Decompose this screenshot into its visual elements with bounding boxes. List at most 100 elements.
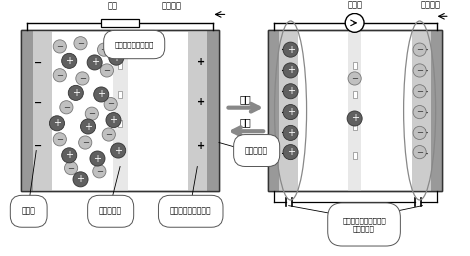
Text: −: − xyxy=(56,42,63,51)
Text: +: + xyxy=(197,57,205,67)
Circle shape xyxy=(100,64,113,77)
Text: 充电: 充电 xyxy=(240,94,252,104)
Text: +: + xyxy=(422,66,429,75)
Text: 隔膜（纸）: 隔膜（纸） xyxy=(99,207,122,216)
Text: −: − xyxy=(416,66,423,75)
Text: +: + xyxy=(422,108,429,116)
Text: +: + xyxy=(97,90,105,100)
Text: −: − xyxy=(416,108,423,116)
Circle shape xyxy=(97,43,110,56)
Text: −: − xyxy=(416,45,423,54)
Text: 放电电流: 放电电流 xyxy=(162,2,182,11)
Text: +: + xyxy=(65,56,73,66)
Bar xyxy=(279,30,298,190)
Circle shape xyxy=(109,50,124,65)
Text: +: + xyxy=(197,98,205,108)
Circle shape xyxy=(110,143,126,158)
Text: −: − xyxy=(77,39,84,48)
Circle shape xyxy=(53,40,66,53)
Text: +: + xyxy=(110,115,118,125)
Circle shape xyxy=(74,37,87,50)
Circle shape xyxy=(102,128,115,141)
Circle shape xyxy=(73,172,88,187)
Bar xyxy=(353,123,357,130)
Text: −: − xyxy=(280,87,288,96)
Circle shape xyxy=(104,98,117,111)
Text: −: − xyxy=(34,141,42,151)
Text: +: + xyxy=(287,45,295,55)
Circle shape xyxy=(283,145,298,160)
Circle shape xyxy=(76,72,89,85)
Circle shape xyxy=(283,42,298,57)
Bar xyxy=(118,148,122,156)
Text: −: − xyxy=(416,129,423,137)
Circle shape xyxy=(60,101,73,114)
Text: −: − xyxy=(68,164,75,173)
Bar xyxy=(431,30,442,190)
Text: 电解液（有机溶剂）: 电解液（有机溶剂） xyxy=(115,41,154,48)
Text: −: − xyxy=(280,129,288,137)
Bar xyxy=(348,30,361,190)
Bar xyxy=(353,62,357,69)
Text: 电极（铝）: 电极（铝） xyxy=(245,146,268,155)
Circle shape xyxy=(62,148,77,163)
Text: −: − xyxy=(101,45,108,54)
Text: +: + xyxy=(287,128,295,138)
Text: −: − xyxy=(82,138,89,147)
Text: −: − xyxy=(63,103,70,112)
Text: −: − xyxy=(280,45,288,54)
Circle shape xyxy=(85,107,98,120)
Text: +: + xyxy=(112,53,120,63)
Circle shape xyxy=(80,119,95,134)
Circle shape xyxy=(347,111,362,126)
Text: −: − xyxy=(56,135,63,144)
Text: +: + xyxy=(422,129,429,137)
Circle shape xyxy=(413,126,426,140)
Text: +: + xyxy=(422,149,429,158)
Circle shape xyxy=(87,55,102,70)
Text: −: − xyxy=(88,109,95,118)
Bar xyxy=(21,30,33,190)
Text: +: + xyxy=(422,87,429,96)
Bar xyxy=(188,30,207,190)
Text: +: + xyxy=(84,122,92,132)
Text: −: − xyxy=(280,108,288,116)
Circle shape xyxy=(283,63,298,78)
Text: +: + xyxy=(351,113,359,123)
Text: −: − xyxy=(103,66,110,75)
Text: −: − xyxy=(280,149,288,158)
Text: −: − xyxy=(416,148,423,157)
Text: +: + xyxy=(114,145,122,156)
Text: +: + xyxy=(287,86,295,96)
Bar xyxy=(353,152,357,159)
Text: −: − xyxy=(351,74,358,83)
Bar xyxy=(268,30,442,190)
Text: −: − xyxy=(105,130,112,139)
Circle shape xyxy=(413,85,426,98)
Text: +: + xyxy=(287,66,295,76)
Text: +: + xyxy=(422,45,429,54)
Text: +: + xyxy=(94,154,102,164)
Circle shape xyxy=(413,105,426,119)
Text: 以双电层充当绝缘体的
两个电容器: 以双电层充当绝缘体的 两个电容器 xyxy=(342,217,386,232)
Circle shape xyxy=(106,113,121,128)
Circle shape xyxy=(345,14,364,32)
Circle shape xyxy=(283,104,298,120)
Bar xyxy=(118,120,122,127)
Bar xyxy=(21,30,219,190)
Text: 极化电极（活性炭）: 极化电极（活性炭） xyxy=(170,207,212,216)
Bar xyxy=(118,62,122,69)
Text: 充电电流: 充电电流 xyxy=(421,1,441,10)
Circle shape xyxy=(64,162,78,175)
Text: +: + xyxy=(53,118,61,128)
Text: 负极: 负极 xyxy=(108,2,118,11)
Text: −: − xyxy=(96,167,103,176)
Text: 放电: 放电 xyxy=(240,118,252,127)
Text: −: − xyxy=(280,66,288,75)
Circle shape xyxy=(93,165,106,178)
Circle shape xyxy=(283,84,298,99)
Text: +: + xyxy=(77,174,85,184)
Text: +: + xyxy=(91,57,99,67)
Text: −: − xyxy=(56,71,63,80)
Text: +: + xyxy=(197,141,205,151)
